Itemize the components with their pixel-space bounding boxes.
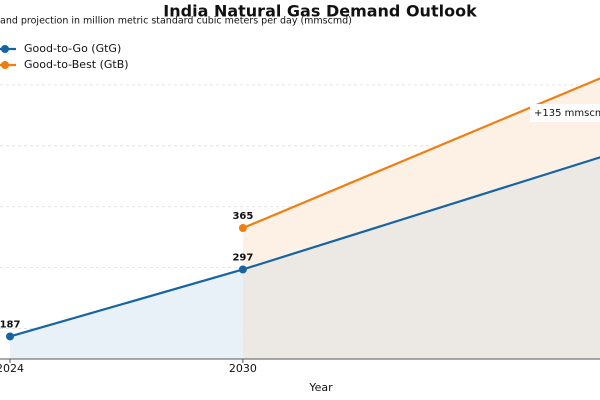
area-gtg-projection bbox=[242, 157, 600, 359]
data-label: 297 bbox=[232, 252, 253, 263]
x-tick-label: 2024 bbox=[0, 362, 24, 375]
chart-title: India Natural Gas Demand Outlook bbox=[163, 2, 477, 21]
legend-label: Good-to-Go (GtG) bbox=[24, 42, 121, 55]
x-tick-label: 2030 bbox=[229, 362, 257, 375]
legend-label: Good-to-Best (GtB) bbox=[24, 58, 129, 71]
annotation-box bbox=[530, 104, 600, 122]
area-gtg-history bbox=[10, 269, 243, 359]
data-label: 365 bbox=[232, 211, 253, 222]
plot-area bbox=[0, 78, 600, 359]
area-gtb-gap bbox=[242, 78, 600, 270]
chart-subtitle: and projection in million metric standar… bbox=[0, 16, 352, 27]
point-marker bbox=[238, 224, 247, 233]
data-label: 187 bbox=[0, 319, 20, 330]
annotation: +135 mmscmd bbox=[534, 108, 600, 119]
x-axis-label: Year bbox=[308, 381, 333, 394]
series-line bbox=[242, 77, 600, 230]
point-marker bbox=[238, 265, 247, 274]
legend-marker bbox=[1, 61, 9, 69]
point-marker bbox=[6, 332, 14, 341]
legend-marker bbox=[1, 45, 9, 53]
